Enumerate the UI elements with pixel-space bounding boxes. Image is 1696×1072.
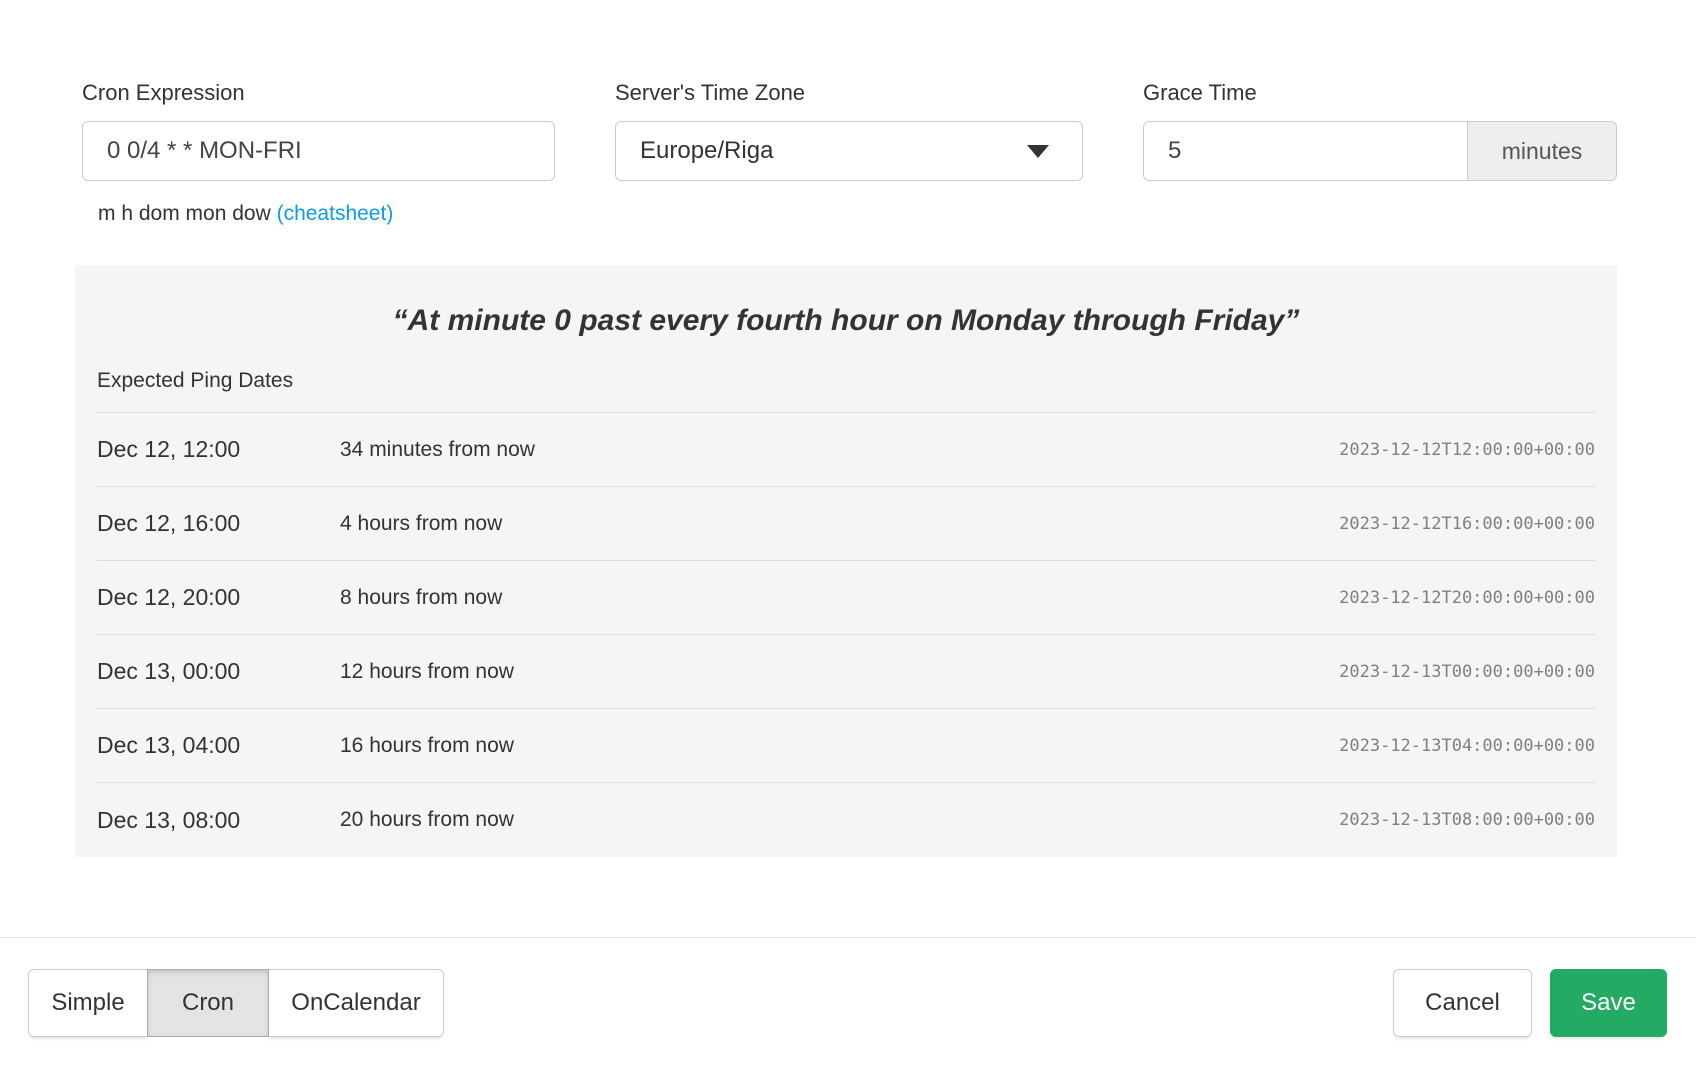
ping-relative: 8 hours from now (340, 585, 503, 609)
ping-row: Dec 12, 16:00 4 hours from now 2023-12-1… (97, 487, 1595, 561)
ping-date: Dec 13, 00:00 (97, 658, 241, 684)
grace-time-label: Grace Time (1143, 80, 1257, 105)
ping-iso-timestamp: 2023-12-12T12:00:00+00:00 (1339, 439, 1595, 460)
ping-relative: 4 hours from now (340, 511, 503, 535)
cron-help-text: m h dom mon dow (cheatsheet) (82, 202, 615, 226)
footer-actions: Cancel Save (1393, 969, 1667, 1037)
dialog-footer: Simple Cron OnCalendar Cancel Save (0, 937, 1696, 1037)
ping-row: Dec 12, 20:00 8 hours from now 2023-12-1… (97, 561, 1595, 635)
ping-date: Dec 12, 12:00 (97, 436, 241, 462)
ping-iso-timestamp: 2023-12-12T20:00:00+00:00 (1339, 587, 1595, 608)
ping-row: Dec 12, 12:00 34 minutes from now 2023-1… (97, 413, 1595, 487)
ping-iso-timestamp: 2023-12-13T04:00:00+00:00 (1339, 735, 1595, 756)
ping-iso-timestamp: 2023-12-13T08:00:00+00:00 (1339, 810, 1595, 830)
schedule-preview-panel: “At minute 0 past every fourth hour on M… (75, 265, 1617, 857)
cron-expression-input[interactable] (82, 121, 555, 181)
ping-row: Dec 13, 08:00 20 hours from now 2023-12-… (97, 783, 1595, 857)
cron-expression-label: Cron Expression (82, 80, 245, 105)
timezone-field-group: Server's Time Zone Europe/Riga (615, 80, 1143, 226)
ping-row: Dec 13, 00:00 12 hours from now 2023-12-… (97, 635, 1595, 709)
schedule-dialog-body: Cron Expression m h dom mon dow (cheatsh… (75, 0, 1617, 857)
cheatsheet-link[interactable]: (cheatsheet) (276, 202, 394, 225)
mode-button-cron[interactable]: Cron (147, 969, 269, 1037)
schedule-form-row: Cron Expression m h dom mon dow (cheatsh… (75, 80, 1617, 226)
ping-date: Dec 13, 08:00 (97, 806, 241, 833)
ping-relative: 20 hours from now (340, 808, 514, 831)
caret-down-icon (1027, 144, 1049, 158)
cron-description: “At minute 0 past every fourth hour on M… (392, 304, 1300, 337)
cancel-button[interactable]: Cancel (1393, 969, 1532, 1037)
save-button[interactable]: Save (1550, 969, 1667, 1037)
ping-relative: 34 minutes from now (340, 437, 535, 461)
grace-time-input[interactable] (1143, 121, 1468, 181)
ping-date: Dec 13, 04:00 (97, 732, 241, 758)
cron-expression-field-group: Cron Expression m h dom mon dow (cheatsh… (75, 80, 615, 226)
grace-time-unit-addon: minutes (1468, 121, 1617, 181)
grace-time-field-group: Grace Time minutes (1143, 80, 1617, 226)
timezone-label: Server's Time Zone (615, 80, 806, 105)
ping-relative: 16 hours from now (340, 733, 514, 757)
ping-date: Dec 12, 16:00 (97, 510, 241, 536)
timezone-selected-value: Europe/Riga (640, 137, 774, 164)
cron-help-prefix: m h dom mon dow (98, 202, 277, 225)
timezone-select[interactable]: Europe/Riga (615, 121, 1083, 181)
grace-time-input-group: minutes (1143, 121, 1617, 181)
ping-row: Dec 13, 04:00 16 hours from now 2023-12-… (97, 709, 1595, 783)
expected-ping-dates-heading: Expected Ping Dates (97, 369, 1595, 413)
schedule-mode-button-group: Simple Cron OnCalendar (28, 969, 444, 1037)
ping-relative: 12 hours from now (340, 659, 514, 683)
ping-iso-timestamp: 2023-12-12T16:00:00+00:00 (1339, 513, 1595, 534)
ping-iso-timestamp: 2023-12-13T00:00:00+00:00 (1339, 661, 1595, 682)
ping-date: Dec 12, 20:00 (97, 584, 241, 610)
mode-button-oncalendar[interactable]: OnCalendar (268, 969, 444, 1037)
mode-button-simple[interactable]: Simple (28, 969, 148, 1037)
